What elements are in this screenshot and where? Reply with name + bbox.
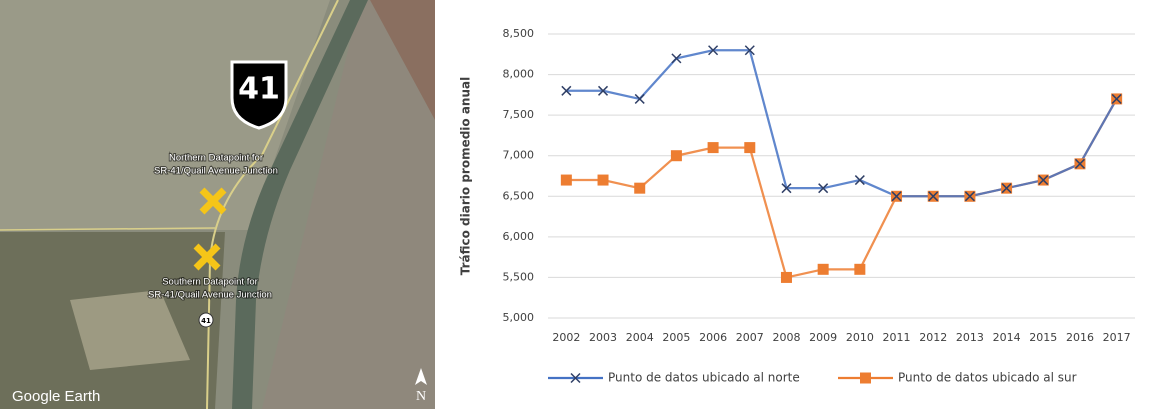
y-tick-label: 8,000 [503,68,535,81]
data-point [670,150,682,162]
data-point [744,45,755,56]
x-tick-label: 2005 [662,331,690,344]
field [370,0,435,120]
data-point [1111,93,1122,104]
data-point [1074,158,1086,169]
route-shield [230,60,288,130]
y-axis-label: Tráfico diario promedio anual [459,77,473,275]
x-tick-label: 2002 [552,331,580,344]
x-tick-label: 2011 [883,331,911,344]
data-point [597,174,609,186]
route-marker-label: 41 [201,317,211,325]
south-label: Southern Datapoint for [162,277,258,288]
data-point [817,263,829,275]
north-label: SR-41/Quail Avenue Junction [154,166,278,177]
x-tick-label: 2008 [772,331,800,344]
shield-number: 41 [238,72,280,107]
data-point [744,142,756,154]
compass: N [416,389,426,404]
x-tick-label: 2015 [1029,331,1057,344]
y-tick-label: 6,000 [503,230,535,243]
data-point [818,183,829,194]
x-tick-label: 2004 [626,331,654,344]
data-point [708,45,719,56]
data-point [671,53,682,64]
series-line [566,49,1118,198]
route-marker [198,312,214,328]
north-label: Northern Datapoint for [169,153,263,164]
data-point [928,191,939,202]
x-tick-label: 2003 [589,331,617,344]
x-tick-label: 2014 [993,331,1021,344]
y-tick-label: 5,500 [503,270,535,283]
legend-marker [860,372,871,384]
north-marker [199,187,227,215]
field [262,0,435,409]
x-tick-label: 2007 [736,331,764,344]
satellite-map: 41 Northern Datapoint for SR-41/Quail Av… [0,0,435,410]
data-point [781,183,792,194]
data-point [598,85,609,96]
canal [232,0,368,409]
data-point [1001,183,1012,194]
x-tick-label: 2013 [956,331,984,344]
data-point [560,174,572,186]
data-point [707,142,719,154]
data-point [780,271,792,283]
data-point [891,191,902,202]
y-tick-label: 5,000 [503,311,535,324]
data-point [854,175,865,186]
data-point [561,85,572,96]
data-point [634,182,646,194]
x-tick-label: 2016 [1066,331,1094,344]
y-tick-label: 8,500 [503,27,535,40]
data-point [1038,175,1049,186]
data-point [854,263,866,275]
field [70,290,190,370]
legend-label: Punto de datos ubicado al norte [608,371,800,385]
x-tick-label: 2017 [1103,331,1131,344]
y-tick-label: 6,500 [503,189,535,202]
map-credit: Google Earth [12,388,100,405]
data-point [964,191,975,202]
y-tick-label: 7,500 [503,108,535,121]
south-marker [193,243,221,271]
legend-label: Punto de datos ubicado al sur [898,371,1077,385]
y-tick-label: 7,000 [503,149,535,162]
south-label: SR-41/Quail Avenue Junction [148,290,272,301]
field [0,0,330,230]
x-tick-label: 2010 [846,331,874,344]
x-tick-label: 2012 [919,331,947,344]
legend-marker [570,372,581,384]
road [0,227,216,231]
data-point [634,93,645,104]
x-tick-label: 2009 [809,331,837,344]
series-line [566,98,1118,279]
compass-arrow [415,368,427,385]
x-tick-label: 2006 [699,331,727,344]
